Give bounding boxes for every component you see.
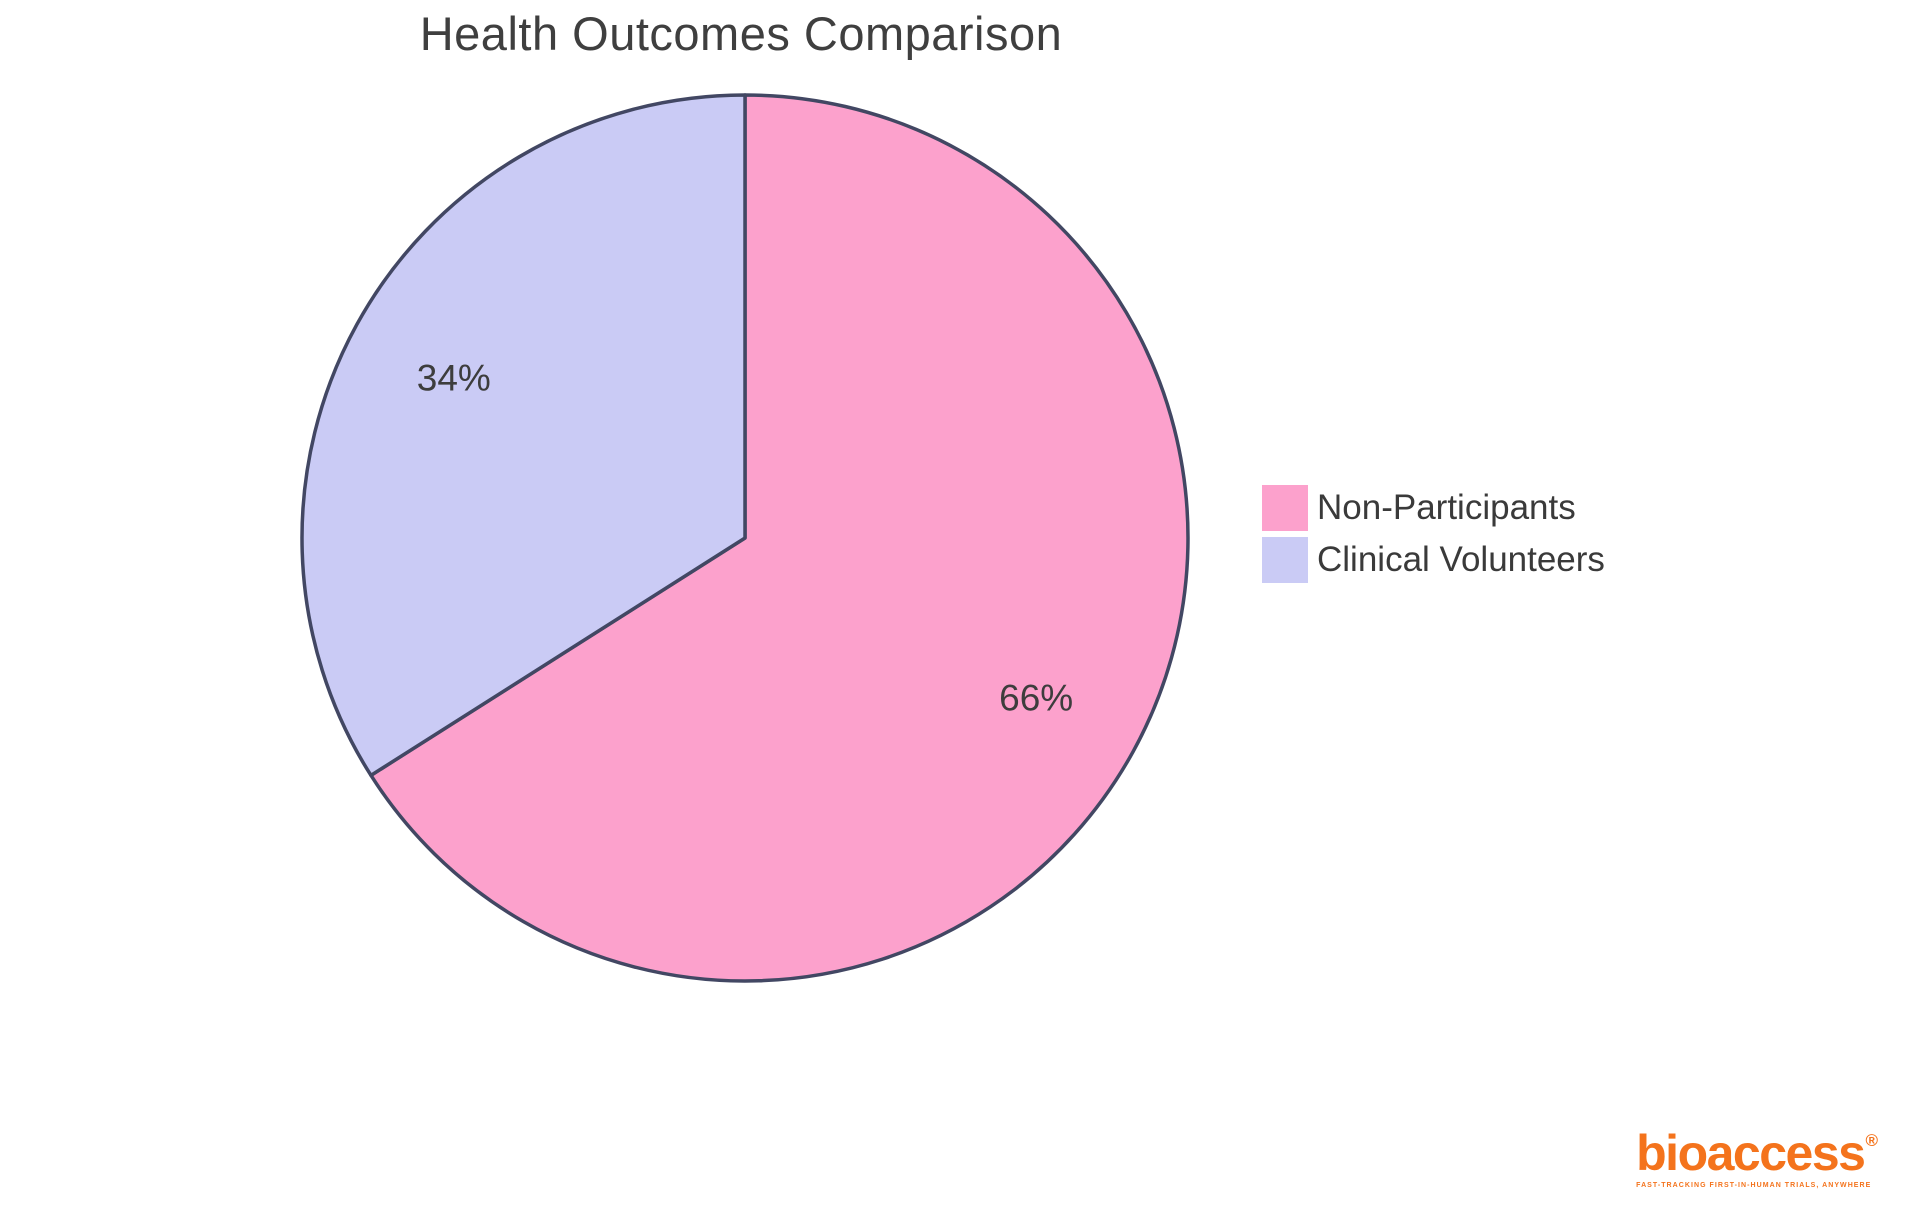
legend: Non-Participants Clinical Volunteers [1262,485,1605,583]
legend-item-clinical-volunteers: Clinical Volunteers [1262,537,1605,583]
pie-slices-group: 66% 34% [300,93,1190,983]
registered-trademark-symbol: ® [1865,1131,1878,1150]
chart-title: Health Outcomes Comparison [419,7,1063,60]
legend-swatch-non-participants [1262,485,1308,531]
bioaccess-tagline: FAST-TRACKING FIRST-IN-HUMAN TRIALS, ANY… [1636,1182,1872,1189]
pie-slice-non-participants [369,93,1190,983]
legend-item-non-participants: Non-Participants [1262,485,1605,531]
pie-chart-svg: 66% 34% [300,93,1190,983]
legend-label-non-participants: Non-Participants [1317,488,1576,527]
bioaccess-logo: bioaccess® FAST-TRACKING FIRST-IN-HUMAN … [1636,1128,1878,1189]
legend-label-clinical-volunteers: Clinical Volunteers [1317,540,1605,579]
bioaccess-wordmark: bioaccess® [1636,1128,1878,1178]
legend-swatch-clinical-volunteers [1262,537,1308,583]
pie-slice-percentage-label: 34% [417,357,491,398]
pie-slice-clinical-volunteers [300,93,747,778]
pie-slice-percentage-label: 66% [999,678,1073,719]
bioaccess-wordmark-text: bioaccess [1636,1125,1866,1181]
